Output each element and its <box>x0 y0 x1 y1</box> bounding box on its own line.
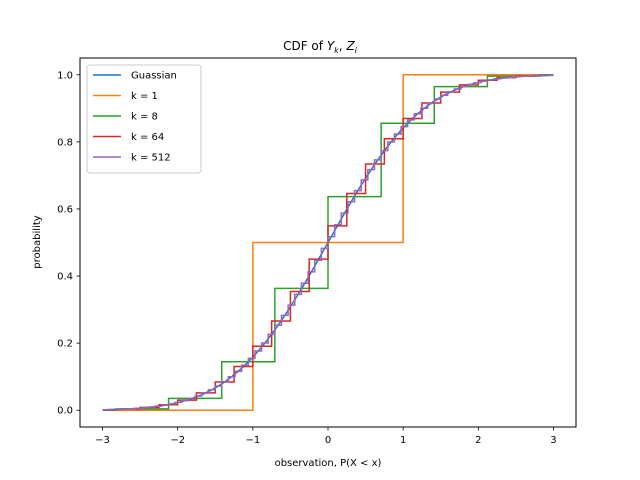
chart-title: CDF of Yk, Zi <box>283 39 358 55</box>
series-layer <box>102 74 554 411</box>
y-tick-label: 0.4 <box>57 272 73 283</box>
legend-label-3: k = 64 <box>131 132 164 143</box>
axes-frame <box>79 57 577 428</box>
legend-label-0: Guassian <box>131 71 177 82</box>
x-tick-label: 0 <box>325 435 331 446</box>
legend-frame <box>86 64 202 174</box>
legend: Guassian k = 1 k = 8 k = 64 k = 512 <box>86 64 202 174</box>
series-line-4 <box>102 74 554 411</box>
x-axis-label: observation, P(X < x) <box>275 458 382 469</box>
y-tick-label: 0.0 <box>57 406 73 417</box>
y-tick-label: 0.6 <box>57 204 73 215</box>
y-tick-label: 1.0 <box>57 70 73 81</box>
y-tick-label: 0.8 <box>57 137 73 148</box>
x-tick-label: 3 <box>550 435 556 446</box>
x-tick-label: 2 <box>475 435 481 446</box>
x-tick-label: −3 <box>95 435 110 446</box>
ticks-layer: −3 −2 −1 0 1 2 3 0.0 0.2 0.4 0.6 0.8 1.0 <box>57 70 557 446</box>
legend-label-2: k = 8 <box>131 112 158 123</box>
legend-label-4: k = 512 <box>131 153 171 164</box>
legend-label-1: k = 1 <box>131 91 158 102</box>
y-tick-label: 0.2 <box>57 339 73 350</box>
x-tick-label: −1 <box>245 435 260 446</box>
x-tick-label: 1 <box>400 435 406 446</box>
y-axis-label: probability <box>32 215 43 268</box>
x-tick-label: −2 <box>170 435 185 446</box>
